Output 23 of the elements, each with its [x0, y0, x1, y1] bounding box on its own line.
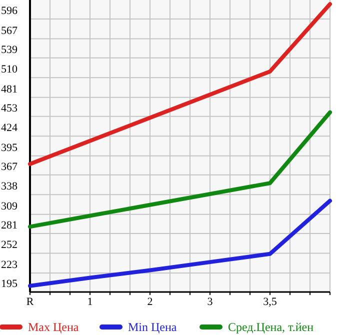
x-tick-label: 1	[87, 296, 93, 308]
y-tick-label: 338	[1, 180, 18, 193]
x-tick-label: 2	[147, 296, 153, 308]
y-tick-label: 539	[1, 44, 18, 56]
y-tick-label: 309	[1, 200, 18, 212]
y-tick-label: 367	[1, 160, 18, 173]
y-tick-label: 223	[1, 258, 18, 271]
y-tick-label: 453	[1, 102, 18, 114]
y-tick-label: 195	[1, 278, 18, 290]
x-tick-label: 3	[207, 296, 214, 308]
y-tick-label: 567	[1, 24, 18, 37]
y-tick-label: 510	[1, 64, 18, 76]
legend-label: Min Цена	[128, 320, 178, 334]
y-tick-label: 395	[1, 142, 18, 154]
y-tick-label: 596	[1, 5, 18, 18]
legend-label: Max Цена	[28, 320, 80, 334]
y-tick-label: 481	[1, 83, 18, 96]
y-tick-label: 424	[1, 122, 18, 134]
y-tick-label: 281	[1, 219, 18, 232]
x-tick-label: R	[26, 296, 34, 308]
legend-label: Сред.Цена, т.йен	[228, 320, 314, 334]
x-tick-label: 3,5	[263, 296, 278, 308]
y-tick-label: 252	[1, 239, 18, 252]
